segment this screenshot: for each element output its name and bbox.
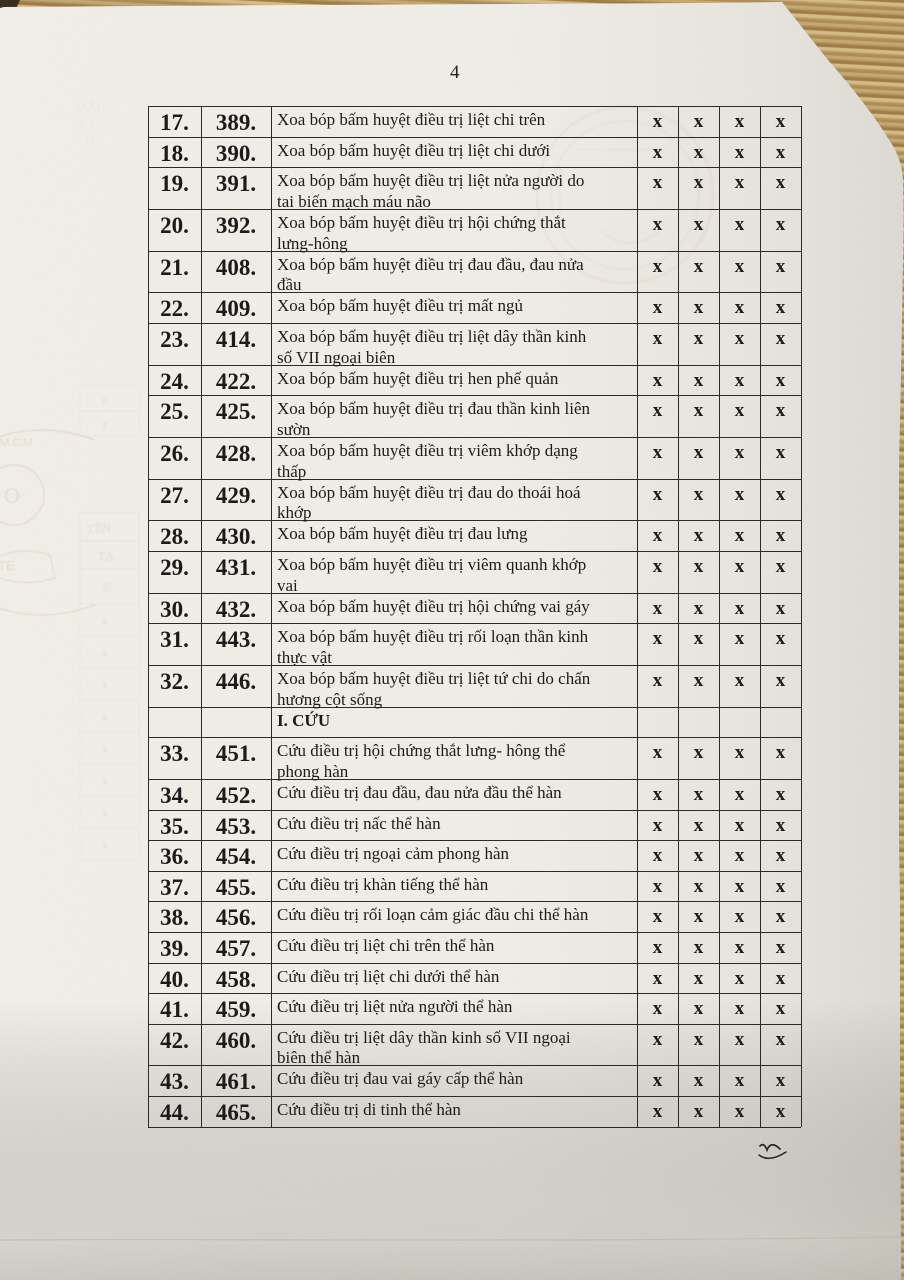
- svg-text:x: x: [102, 679, 108, 691]
- svg-text:x: x: [102, 394, 108, 406]
- svg-text:O: O: [4, 483, 20, 508]
- svg-text:TẠ: TẠ: [98, 549, 114, 563]
- svg-text:MẪU: MẪU: [75, 100, 106, 115]
- svg-text:Y C: Y C: [78, 116, 99, 131]
- svg-text:x: x: [102, 743, 108, 755]
- svg-text:x: x: [102, 615, 108, 627]
- svg-text:x: x: [102, 419, 108, 431]
- svg-text:M: M: [85, 135, 95, 147]
- svg-text:TE: TE: [0, 558, 15, 573]
- svg-text:x: x: [102, 647, 108, 659]
- svg-text:x: x: [102, 839, 108, 851]
- svg-text:Đ: Đ: [103, 580, 112, 594]
- svg-text:x: x: [102, 711, 108, 723]
- svg-text:x: x: [102, 807, 108, 819]
- svg-text:YÊN: YÊN: [86, 521, 111, 535]
- svg-text:x: x: [102, 775, 108, 787]
- svg-text:M.C.M: M.C.M: [0, 437, 32, 449]
